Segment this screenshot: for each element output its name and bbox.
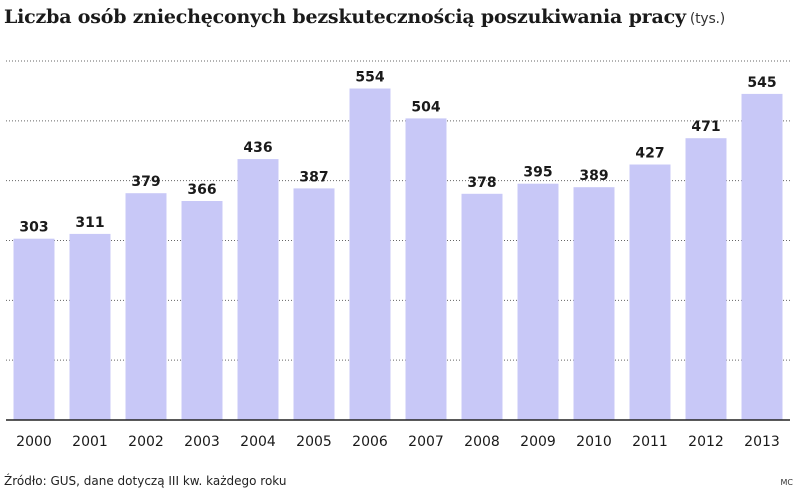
- bar-value-label: 545: [747, 75, 776, 91]
- bar-2000: [13, 238, 55, 420]
- x-tick-label: 2001: [72, 434, 108, 450]
- bar-value-label: 389: [579, 168, 608, 184]
- bar-value-label: 554: [355, 70, 384, 86]
- bar-value-label: 395: [523, 165, 552, 181]
- bar-2011: [629, 164, 671, 420]
- x-tick-label: 2013: [744, 434, 780, 450]
- bar-chart: 303 311 379 366 436 387 554 504 378 395 389 427 471 5…: [6, 60, 790, 450]
- x-tick-label: 2000: [16, 434, 52, 450]
- x-tick-label: 2007: [408, 434, 444, 450]
- bar-value-label: 427: [635, 146, 664, 162]
- bar-2012: [685, 138, 727, 420]
- x-tick-label: 2002: [128, 434, 164, 450]
- source-note: Źródło: GUS, dane dotyczą III kw. każdeg…: [4, 474, 287, 488]
- bar-2010: [573, 187, 615, 420]
- x-tick-label: 2012: [688, 434, 724, 450]
- x-tick-label: 2011: [632, 434, 668, 450]
- x-tick-label: 2008: [464, 434, 500, 450]
- x-tick-label: 2004: [240, 434, 276, 450]
- bar-value-label: 366: [187, 182, 216, 198]
- bar-2004: [237, 159, 279, 420]
- bar-value-label: 471: [691, 119, 720, 135]
- bar-value-label: 436: [243, 140, 272, 156]
- bar-2006: [349, 88, 391, 420]
- bar-2009: [517, 183, 559, 420]
- author-initials: MC: [780, 478, 794, 487]
- bar-value-label: 311: [75, 215, 104, 231]
- x-tick-label: 2003: [184, 434, 220, 450]
- grid-lines: [6, 60, 790, 361]
- x-tick-labels: 2000 2001 2002 2003 2004 2005 2006 2007 2008 2009…: [16, 434, 780, 450]
- bar-value-label: 379: [131, 174, 160, 190]
- x-tick-label: 2006: [352, 434, 388, 450]
- bar-2002: [125, 193, 167, 420]
- bar-value-label: 303: [19, 220, 48, 236]
- bar-2005: [293, 188, 335, 420]
- chart-title: Liczba osób zniechęconych bezskutecznośc…: [4, 6, 725, 28]
- bars: 303 311 379 366 436 387 554 504 378 395 389 427 471 5…: [13, 70, 783, 421]
- bar-2007: [405, 118, 447, 421]
- x-tick-label: 2009: [520, 434, 556, 450]
- chart-unit: (tys.): [689, 11, 726, 27]
- bar-value-label: 378: [467, 175, 496, 191]
- bar-2008: [461, 193, 503, 420]
- bar-2013: [741, 93, 783, 421]
- bar-2001: [69, 233, 111, 420]
- chart-title-text: Liczba osób zniechęconych bezskutecznośc…: [4, 6, 686, 28]
- bar-2003: [181, 201, 223, 420]
- x-tick-label: 2010: [576, 434, 612, 450]
- bar-value-label: 387: [299, 169, 328, 185]
- x-tick-label: 2005: [296, 434, 332, 450]
- bar-value-label: 504: [411, 99, 440, 115]
